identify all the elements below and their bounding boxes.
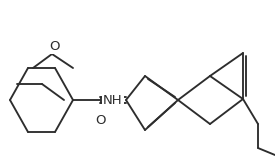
Text: O: O — [95, 114, 105, 127]
Text: O: O — [50, 39, 60, 52]
Text: NH: NH — [103, 94, 123, 106]
